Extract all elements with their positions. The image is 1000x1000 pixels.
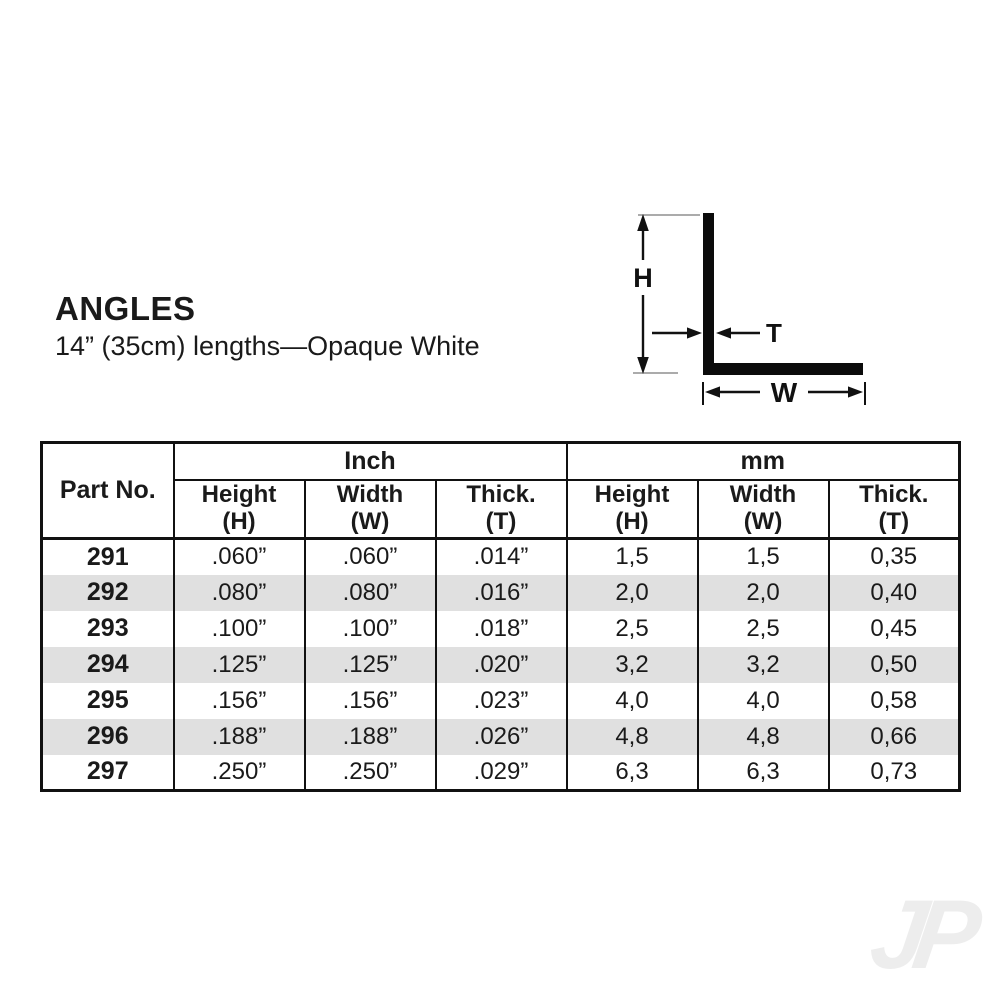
inch-height-cell: .188” (172, 718, 306, 755)
mm-height-cell: 3,2 (565, 646, 699, 683)
mm-thick-cell: 0,45 (827, 610, 961, 647)
inch-height-cell: .080” (172, 574, 306, 611)
part-no-header: Part No. (40, 442, 175, 540)
col-header-line2: (H) (615, 507, 649, 535)
inch-height-cell: .125” (172, 646, 306, 683)
width-label: W (771, 377, 798, 408)
mm-thick-cell: 0,50 (827, 646, 961, 683)
height-dimension (633, 214, 700, 374)
jp-watermark-logo: JP (864, 879, 976, 989)
mm-width-cell: 2,0 (696, 574, 830, 611)
mm-height-cell: 4,0 (565, 682, 699, 719)
part-no-cell: 297 (40, 754, 175, 791)
arrow-left-icon (716, 327, 731, 339)
arrow-down-icon (637, 357, 649, 374)
thickness-dimension (652, 327, 760, 339)
angle-cross-section-diagram: H T W (633, 213, 866, 408)
inch-thick-cell: .026” (434, 718, 568, 755)
col-header-line2: (W) (350, 507, 390, 535)
arrow-right-icon (848, 386, 863, 398)
col-header-line1: Width (336, 480, 404, 508)
inch-width-cell: .188” (303, 718, 437, 755)
col-header-line2: (T) (485, 507, 517, 535)
inch-height-cell: .156” (172, 682, 306, 719)
part-no-cell: 291 (40, 538, 175, 575)
table-row: 292 .080” .080” .016” 2,0 2,0 0,40 (40, 574, 961, 611)
thickness-label: T (766, 318, 782, 348)
inch-width-cell: .250” (303, 754, 437, 791)
column-header-row: Height (H) Width (W) Thick. (T) Height (H) W… (42, 479, 961, 540)
mm-width-cell: 4,0 (696, 682, 830, 719)
col-header-mm-thick: Thick. (T) (827, 479, 961, 540)
part-no-cell: 292 (40, 574, 175, 611)
angles-spec-table: Part No. Inch mm Height (H) Width (W) Thic… (40, 441, 962, 792)
page-heading: ANGLES 14” (35cm) lengths—Opaque White (55, 290, 480, 362)
mm-width-cell: 6,3 (696, 754, 830, 791)
inch-width-cell: .125” (303, 646, 437, 683)
mm-thick-cell: 0,66 (827, 718, 961, 755)
col-header-inch-width: Width (W) (303, 479, 437, 540)
inch-width-cell: .156” (303, 682, 437, 719)
mm-thick-cell: 0,58 (827, 682, 961, 719)
inch-thick-cell: .023” (434, 682, 568, 719)
inch-width-cell: .060” (303, 538, 437, 575)
part-no-cell: 293 (40, 610, 175, 647)
part-no-cell: 296 (40, 718, 175, 755)
inch-width-cell: .100” (303, 610, 437, 647)
col-header-line1: Thick. (466, 480, 536, 508)
inch-thick-cell: .029” (434, 754, 568, 791)
table-row: 294 .125” .125” .020” 3,2 3,2 0,50 (40, 646, 961, 683)
col-header-mm-width: Width (W) (696, 479, 830, 540)
col-header-inch-height: Height (H) (172, 479, 306, 540)
mm-width-cell: 2,5 (696, 610, 830, 647)
inch-group-header: Inch (172, 442, 568, 481)
height-label: H (633, 263, 653, 293)
mm-height-cell: 2,5 (565, 610, 699, 647)
col-header-line1: Height (594, 480, 670, 508)
mm-group-header: mm (565, 442, 961, 481)
col-header-inch-thick: Thick. (T) (434, 479, 568, 540)
page-title: ANGLES (55, 290, 196, 327)
width-dimension (702, 382, 866, 405)
table-row: 291 .060” .060” .014” 1,5 1,5 0,35 (40, 538, 961, 575)
spec-table-container: Part No. Inch mm Height (H) Width (W) Thic… (40, 441, 962, 792)
mm-width-cell: 3,2 (696, 646, 830, 683)
inch-height-cell: .100” (172, 610, 306, 647)
col-header-mm-height: Height (H) (565, 479, 699, 540)
table-row: 293 .100” .100” .018” 2,5 2,5 0,45 (40, 610, 961, 647)
inch-width-cell: .080” (303, 574, 437, 611)
col-header-line1: Width (729, 480, 797, 508)
mm-height-cell: 1,5 (565, 538, 699, 575)
inch-height-cell: .250” (172, 754, 306, 791)
table-row: 296 .188” .188” .026” 4,8 4,8 0,66 (40, 718, 961, 755)
unit-header-row: Part No. Inch mm (40, 442, 961, 540)
mm-width-cell: 4,8 (696, 718, 830, 755)
mm-thick-cell: 0,35 (827, 538, 961, 575)
table-row: 295 .156” .156” .023” 4,0 4,0 0,58 (40, 682, 961, 719)
mm-thick-cell: 0,73 (827, 754, 961, 791)
table-row: 297 .250” .250” .029” 6,3 6,3 0,73 (40, 754, 961, 791)
col-header-line1: Thick. (859, 480, 929, 508)
part-no-cell: 295 (40, 682, 175, 719)
inch-thick-cell: .014” (434, 538, 568, 575)
col-header-line2: (W) (743, 507, 783, 535)
mm-width-cell: 1,5 (696, 538, 830, 575)
part-no-cell: 294 (40, 646, 175, 683)
mm-thick-cell: 0,40 (827, 574, 961, 611)
arrow-right-icon (687, 327, 702, 339)
col-header-line1: Height (201, 480, 277, 508)
inch-thick-cell: .018” (434, 610, 568, 647)
mm-height-cell: 6,3 (565, 754, 699, 791)
mm-height-cell: 4,8 (565, 718, 699, 755)
col-header-line2: (H) (222, 507, 256, 535)
arrow-left-icon (705, 386, 720, 398)
arrow-up-icon (637, 214, 649, 231)
inch-thick-cell: .020” (434, 646, 568, 683)
page-subtitle: 14” (35cm) lengths—Opaque White (55, 331, 480, 362)
angle-profile-shape (703, 213, 863, 375)
mm-height-cell: 2,0 (565, 574, 699, 611)
inch-thick-cell: .016” (434, 574, 568, 611)
inch-height-cell: .060” (172, 538, 306, 575)
col-header-line2: (T) (878, 507, 910, 535)
